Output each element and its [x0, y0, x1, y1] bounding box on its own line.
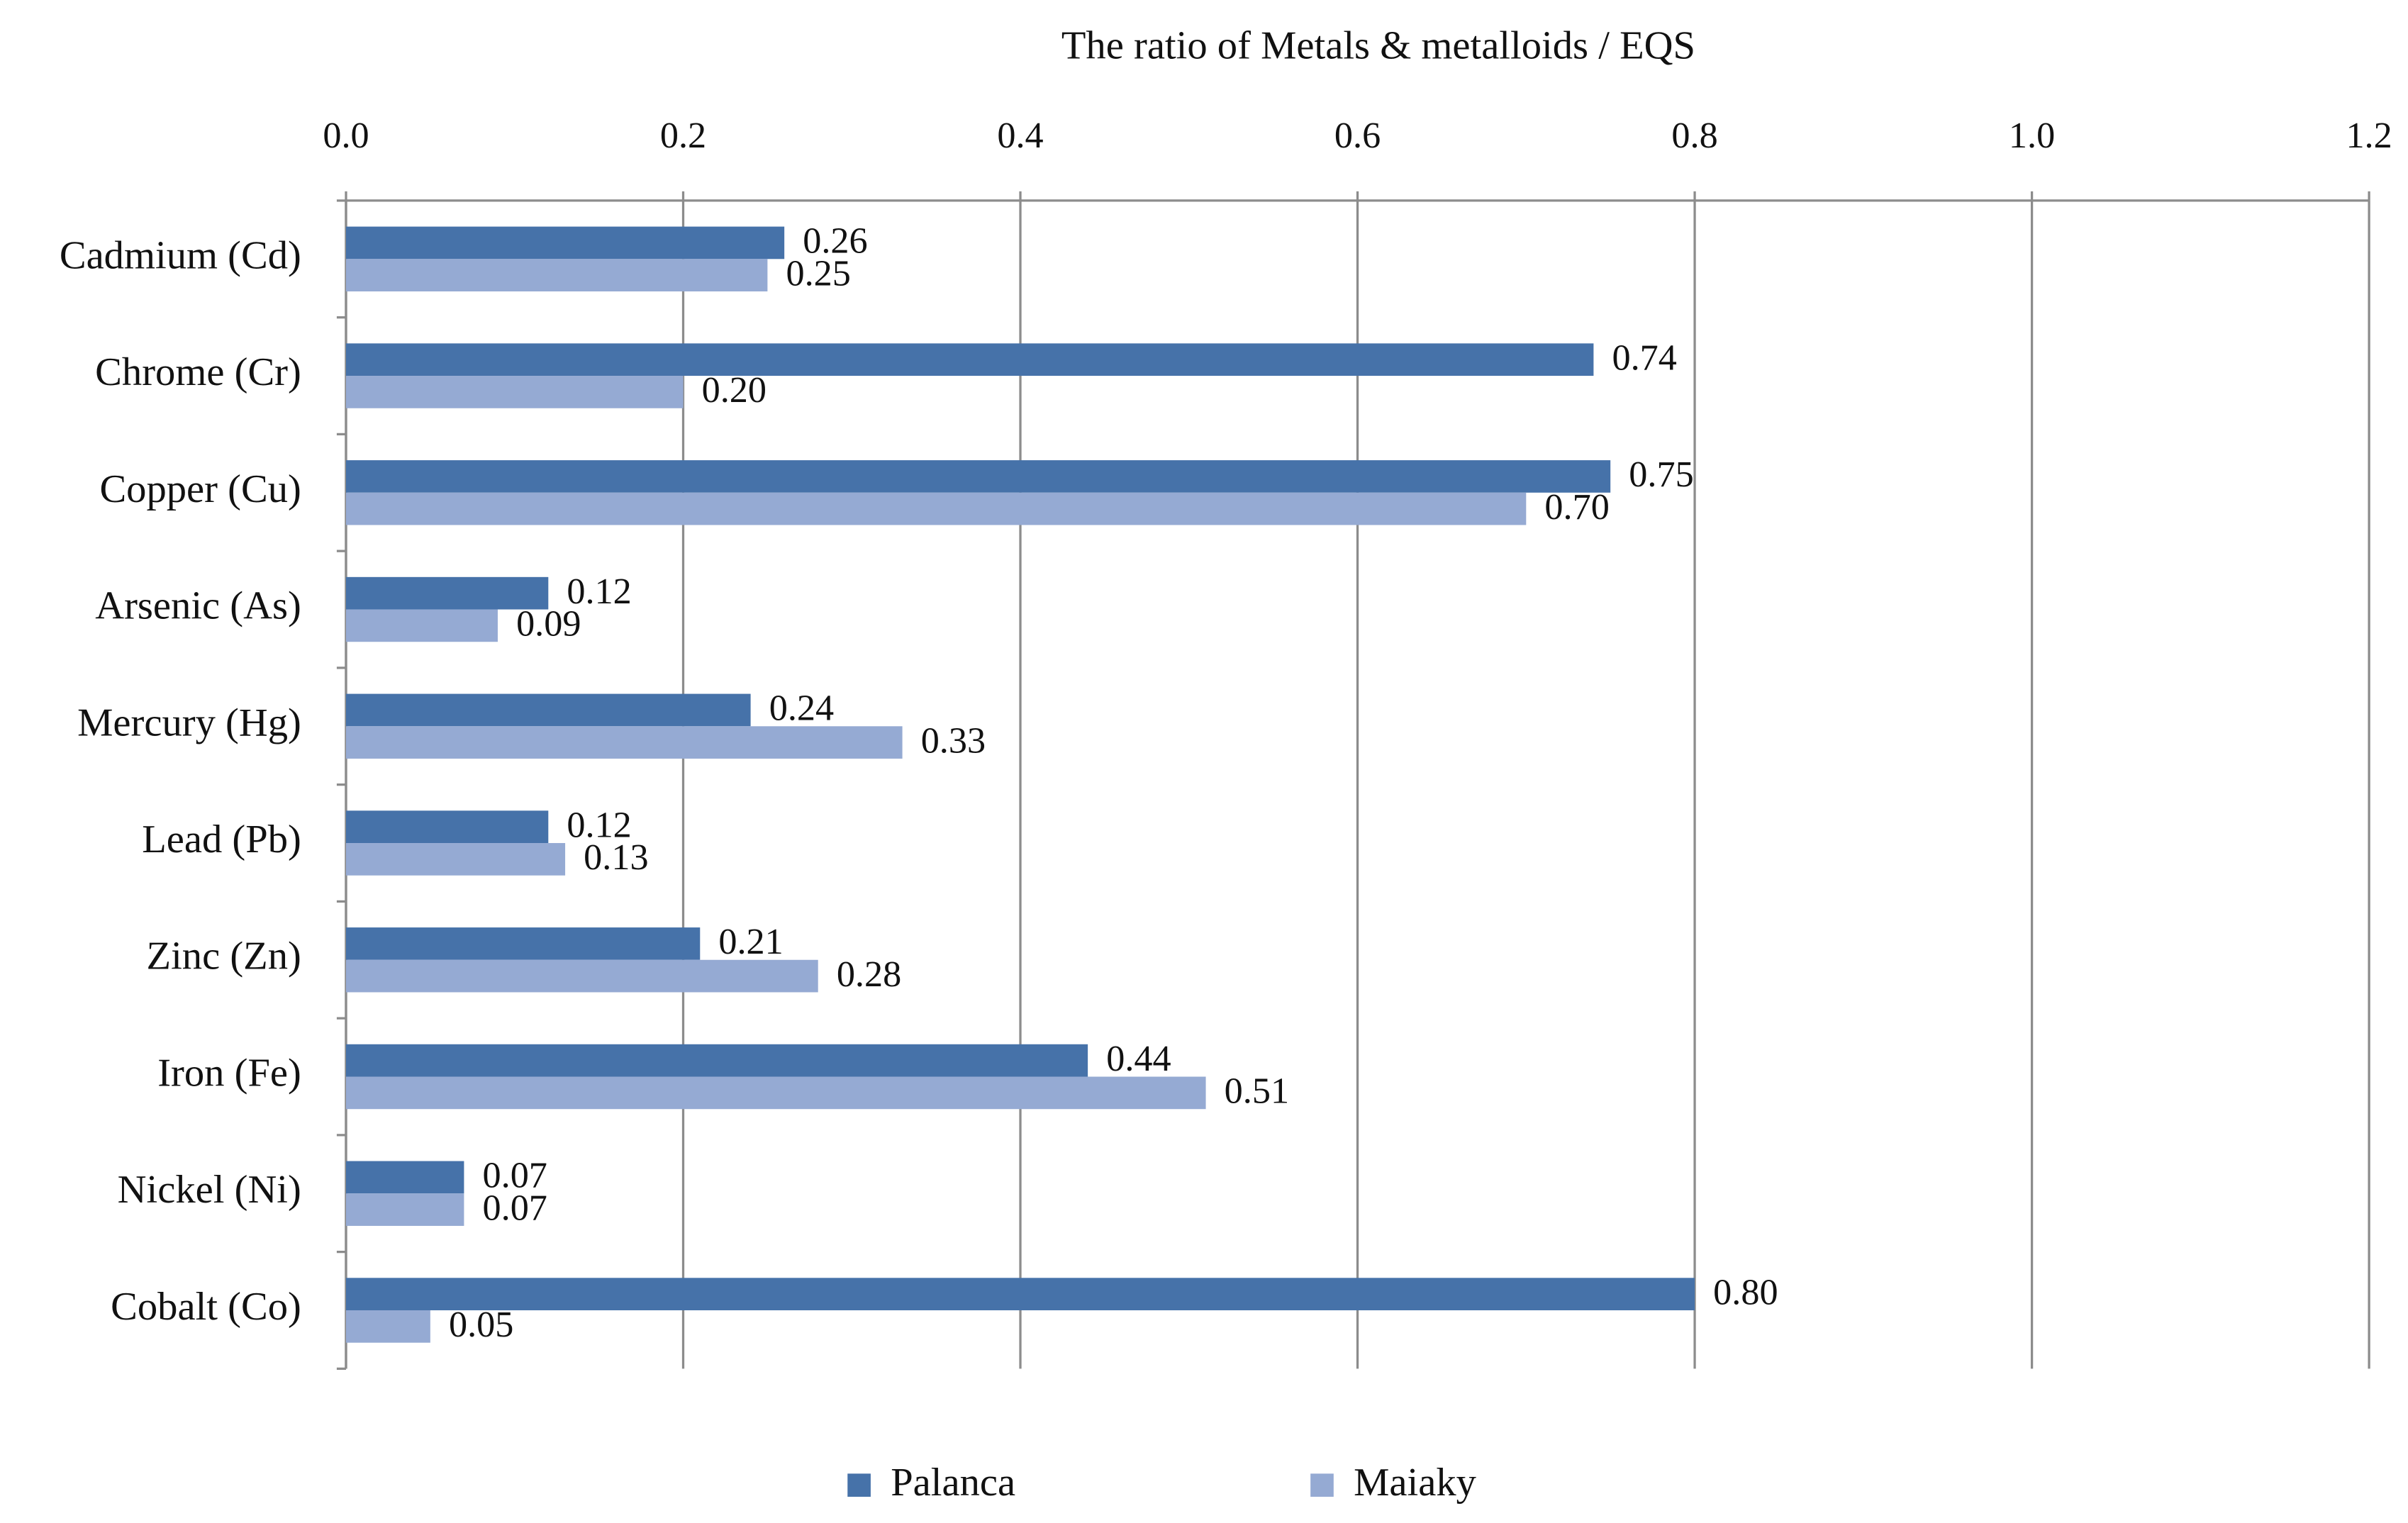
data-label: 0.28 [837, 954, 901, 995]
data-label: 0.70 [1544, 486, 1609, 528]
x-tick-label: 0.0 [323, 115, 369, 156]
data-label: 0.80 [1713, 1271, 1778, 1312]
y-tick-label: Cobalt (Co) [111, 1285, 301, 1329]
y-tick-label: Mercury (Hg) [77, 701, 301, 744]
bar [345, 1044, 1088, 1077]
bar [345, 376, 684, 408]
bar [345, 693, 751, 727]
x-tick-label: 0.8 [1671, 115, 1717, 156]
data-label: 0.51 [1225, 1071, 1289, 1112]
bar [345, 1310, 430, 1343]
x-tick-label: 0.6 [1334, 115, 1381, 156]
data-label: 0.07 [483, 1187, 547, 1228]
axis-title: The ratio of Metals & metalloids / EQS [1061, 24, 1695, 68]
data-label: 0.75 [1629, 454, 1693, 495]
bar [345, 343, 1594, 376]
y-tick-label: Iron (Fe) [157, 1051, 301, 1095]
y-tick-label: Copper (Cu) [99, 467, 301, 511]
bar [345, 927, 701, 960]
bar [345, 609, 498, 642]
data-label: 0.07 [483, 1155, 547, 1196]
bar [345, 492, 1527, 525]
bar [345, 843, 566, 876]
data-label: 0.09 [516, 603, 581, 645]
bar [345, 1193, 464, 1226]
bar [345, 1076, 1206, 1110]
bar [345, 259, 768, 291]
x-tick-label: 1.2 [2346, 115, 2392, 156]
data-label: 0.12 [567, 804, 631, 845]
data-label: 0.33 [921, 720, 986, 761]
legend-label: Palanca [891, 1461, 1015, 1505]
bar [345, 1278, 1695, 1310]
legend-label: Maiaky [1354, 1461, 1477, 1505]
data-label: 0.12 [567, 571, 631, 612]
bar [345, 460, 1611, 493]
data-label: 0.13 [584, 837, 648, 878]
data-label: 0.44 [1106, 1038, 1171, 1079]
data-label: 0.74 [1612, 337, 1677, 378]
x-tick-label: 1.0 [2009, 115, 2055, 156]
y-tick-label: Chrome (Cr) [95, 350, 301, 394]
y-tick-label: Arsenic (As) [95, 584, 301, 628]
bar [345, 959, 818, 993]
bar [345, 726, 903, 759]
y-tick-label: Cadmium (Cd) [60, 233, 301, 277]
legend-swatch [1310, 1473, 1334, 1497]
x-tick-label: 0.2 [660, 115, 706, 156]
data-label: 0.05 [449, 1304, 513, 1345]
x-tick-label: 0.4 [997, 115, 1043, 156]
bar [345, 810, 549, 844]
bar [345, 1161, 464, 1194]
y-tick-label: Zinc (Zn) [147, 935, 301, 978]
data-label: 0.21 [718, 921, 783, 962]
y-tick-label: Lead (Pb) [142, 818, 301, 861]
bar [345, 226, 785, 260]
data-label: 0.24 [769, 688, 834, 729]
y-tick-label: Nickel (Ni) [118, 1168, 301, 1212]
data-label: 0.20 [702, 369, 767, 411]
data-label: 0.26 [803, 221, 867, 262]
data-label: 0.25 [786, 252, 850, 294]
bar [345, 576, 549, 610]
legend-swatch [847, 1473, 871, 1497]
